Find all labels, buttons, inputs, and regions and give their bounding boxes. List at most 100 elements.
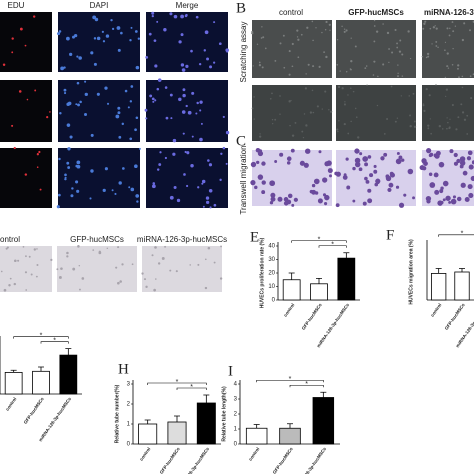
cell [195,15,199,19]
cell [145,55,149,59]
cell [354,161,361,168]
bar [245,427,268,445]
error-bar [288,272,295,280]
cell [461,75,464,78]
cell [350,60,353,63]
cell [207,159,210,162]
cell [190,163,194,168]
cell [153,288,156,292]
cell [159,151,162,154]
cell [345,157,349,161]
cell [296,36,299,38]
cell [157,78,162,82]
cell [396,117,399,119]
cell [388,182,394,188]
cell [175,270,178,273]
cell [369,173,374,178]
cell [423,109,426,112]
cell [407,168,414,175]
cell [403,193,407,197]
cell [76,160,81,165]
cell [357,136,360,139]
bar [282,279,301,301]
cell [74,33,78,38]
cell [173,185,177,190]
cell [24,44,27,47]
cell [438,161,445,168]
cell [24,271,28,274]
cell [305,124,308,127]
col-label: control [279,8,303,17]
y-tick-label: 2 [127,402,131,408]
cell [46,116,49,119]
cell [451,63,454,66]
cell [335,203,340,208]
cell [342,175,348,180]
cell [433,172,439,178]
cell [341,25,343,28]
cell [213,61,216,64]
cell [427,127,430,130]
cell [13,282,17,286]
micrograph [146,12,228,72]
cell [412,196,415,200]
cell [311,20,314,23]
cell [448,200,452,204]
cell [180,63,185,67]
cell [250,180,256,186]
cell [261,66,264,69]
cell [261,26,263,28]
cell [437,200,443,206]
cell [450,198,457,205]
cell [253,96,255,98]
cell [151,97,155,101]
cell [106,247,109,250]
cell [161,257,165,260]
cell [373,169,378,174]
cell [118,181,122,185]
cell [63,91,67,95]
cell [422,27,425,30]
cell [19,27,23,31]
cell [422,166,427,171]
cell [84,92,88,97]
cell [297,38,300,41]
micrograph [252,85,332,141]
cell [408,95,411,97]
cell [57,193,61,197]
cell [312,39,314,42]
cell [169,93,173,97]
significance: * [331,242,334,249]
cell [318,65,321,68]
cell [36,153,39,156]
cell [388,61,390,64]
cell [377,75,379,78]
cell [89,197,92,200]
col-label: miRNA-126-3p-hucMSCs [137,235,227,244]
cell [297,56,300,59]
cell [364,67,367,70]
cell [94,17,99,22]
cell [431,43,433,45]
cell [322,193,327,197]
bar [59,354,78,395]
y-tick-label: 2 [234,412,238,418]
cell [169,269,172,272]
cell [467,184,473,190]
cell [399,39,402,42]
cell [466,156,472,161]
cell [111,27,115,30]
cell [256,43,259,45]
cell [386,117,389,120]
y-tick-label: 1 [127,422,131,428]
cell [130,85,134,88]
cell [261,180,266,185]
cell [386,31,390,35]
cell [0,270,3,273]
cell [325,55,328,59]
cell [282,34,285,37]
cell [213,261,216,264]
cell [182,88,186,92]
cell [66,251,69,255]
